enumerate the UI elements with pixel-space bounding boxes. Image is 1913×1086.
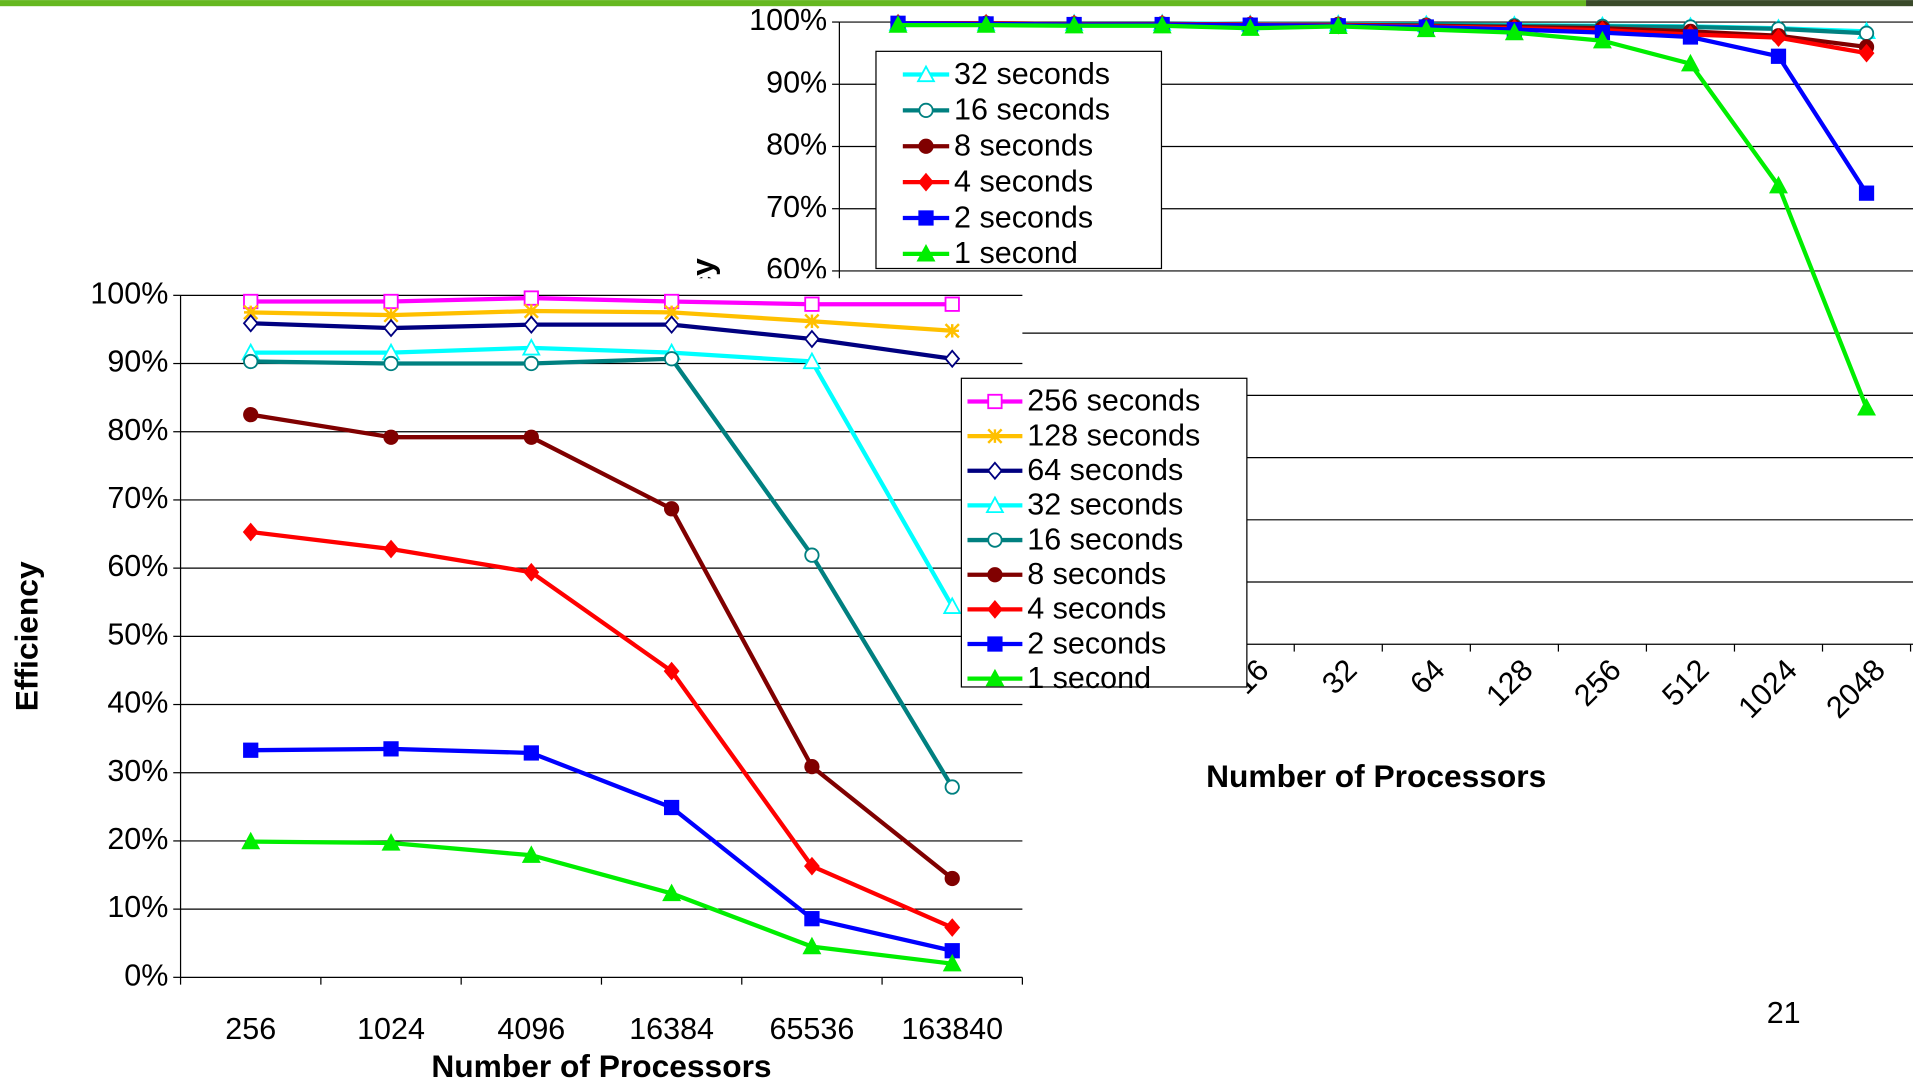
y-tick-label: 90%	[766, 65, 827, 99]
legend-marker	[919, 104, 932, 117]
y-tick-label: 50%	[107, 617, 168, 651]
marker	[805, 315, 818, 328]
marker	[946, 872, 959, 885]
legend-label: 128 seconds	[1027, 418, 1200, 452]
front-chart: 0% 10% 20% 30% 40% 50% 60% 70% 80% 90% 100% 256 1024…	[0, 276, 1247, 1086]
x-tick-label: 16384	[629, 1012, 714, 1046]
x-tick-label: 65536	[770, 1012, 855, 1046]
x-tick-label: 163840	[901, 1012, 1003, 1046]
marker	[384, 357, 397, 370]
marker	[244, 744, 257, 757]
marker	[665, 502, 678, 515]
y-tick-label: 30%	[107, 754, 168, 788]
x-tick-label: 4096	[497, 1012, 565, 1046]
x-tick-label: 256	[225, 1012, 276, 1046]
y-tick-label: 80%	[766, 128, 827, 162]
legend-label: 64 seconds	[1027, 453, 1183, 487]
x-tick-label: 2048	[1820, 653, 1892, 725]
marker	[1860, 186, 1873, 199]
marker	[665, 352, 678, 365]
x-axis-title: Number of Processors	[1206, 758, 1546, 794]
marker	[805, 760, 818, 773]
y-tick-label: 100%	[749, 3, 827, 37]
x-tick-label: 128	[1480, 653, 1540, 713]
legend-label: 2 seconds	[1027, 626, 1166, 660]
marker	[384, 742, 397, 755]
marker	[525, 430, 538, 443]
marker	[1772, 50, 1785, 63]
y-tick-label: 10%	[107, 890, 168, 924]
y-tick-label: 80%	[107, 413, 168, 447]
header-image	[1586, 0, 1913, 6]
legend-label: 2 seconds	[954, 200, 1093, 234]
x-tick-label: 1024	[357, 1012, 425, 1046]
legend-label: 1 second	[1027, 661, 1151, 695]
legend-label: 1 second	[954, 236, 1078, 270]
y-tick-label: 70%	[766, 190, 827, 224]
slide: 0%10%20%30%40%50%60%70%80%90%100%4816326…	[0, 0, 1913, 1086]
marker	[665, 801, 678, 814]
legend-label: 16 seconds	[954, 93, 1110, 127]
y-tick-label: 20%	[107, 822, 168, 856]
x-tick-label: 32	[1316, 653, 1364, 701]
marker	[1684, 30, 1697, 43]
legend-label: 4 seconds	[954, 164, 1093, 198]
x-tick-label: 512	[1656, 653, 1716, 713]
marker	[1860, 27, 1873, 40]
marker	[805, 548, 818, 561]
legend-label: 8 seconds	[1027, 557, 1166, 591]
x-tick-label: 256	[1568, 653, 1628, 713]
legend-marker	[988, 429, 1001, 442]
marker	[946, 324, 959, 337]
legend-label: 16 seconds	[1027, 522, 1183, 556]
marker	[805, 912, 818, 925]
x-tick-label: 64	[1404, 653, 1452, 701]
legend-marker	[988, 637, 1001, 650]
x-tick-label: 1024	[1732, 653, 1804, 725]
legend-marker	[988, 395, 1001, 408]
marker	[525, 291, 538, 304]
y-axis-title: Efficiency	[9, 561, 45, 711]
legend-label: 32 seconds	[954, 57, 1110, 91]
legend-marker	[919, 211, 932, 224]
y-tick-label: 60%	[107, 549, 168, 583]
marker	[1859, 400, 1875, 415]
marker	[946, 780, 959, 793]
marker	[384, 295, 397, 308]
legend-label: 32 seconds	[1027, 488, 1183, 522]
marker	[525, 746, 538, 759]
legend-marker	[919, 140, 932, 153]
y-tick-label: 90%	[107, 345, 168, 379]
legend-marker	[988, 568, 1001, 581]
marker	[525, 357, 538, 370]
marker	[244, 355, 257, 368]
marker	[384, 430, 397, 443]
y-tick-label: 70%	[107, 481, 168, 515]
marker	[946, 297, 959, 310]
x-axis-title: Number of Processors	[431, 1048, 771, 1084]
legend-marker	[988, 533, 1001, 546]
legend-label: 4 seconds	[1027, 592, 1166, 626]
y-tick-label: 0%	[124, 958, 168, 992]
marker	[805, 297, 818, 310]
legend-label: 256 seconds	[1027, 384, 1200, 418]
page-number: 21	[1767, 996, 1801, 1030]
y-tick-label: 40%	[107, 686, 168, 720]
legend-label: 8 seconds	[954, 129, 1093, 163]
marker	[244, 408, 257, 421]
y-tick-label: 100%	[90, 276, 168, 310]
